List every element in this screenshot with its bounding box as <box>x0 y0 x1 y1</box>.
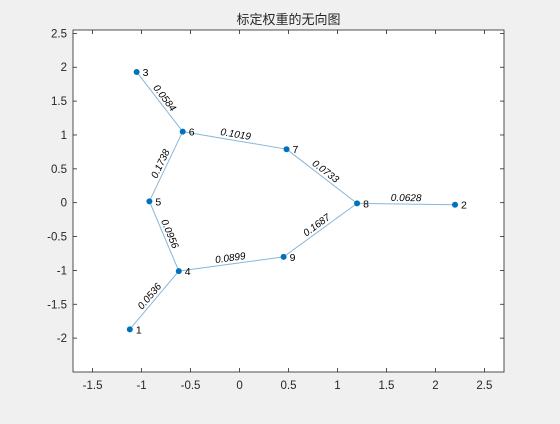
y-tick-label: -1 <box>57 265 67 277</box>
x-tick-label: 0 <box>236 380 242 392</box>
graph-edge <box>283 202 358 258</box>
edge-weight-label: 0.1019 <box>220 127 252 143</box>
y-tick-label: -1.5 <box>47 299 67 311</box>
graph-node <box>280 253 287 260</box>
y-tick-label: 2 <box>61 62 67 74</box>
graph-edge <box>148 201 180 272</box>
graph-node <box>175 268 182 275</box>
graph-edge <box>357 202 456 206</box>
x-tick-label: -1 <box>136 380 146 392</box>
node-label: 8 <box>363 198 369 210</box>
y-axis: 2.5 2 1.5 1 0.5 0 -0.5 -1 -1.5 -2 <box>47 28 504 345</box>
node-label: 9 <box>290 252 296 264</box>
graph-edge <box>148 131 184 202</box>
x-tick-label: 2.5 <box>476 380 492 392</box>
y-tick-label: -2 <box>57 333 67 345</box>
graph-node <box>179 128 186 135</box>
graph-edge <box>136 71 184 132</box>
graph-node <box>452 201 459 208</box>
chart-title: 标定权重的无向图 <box>236 12 340 27</box>
graph-edge <box>286 148 358 204</box>
x-tick-label: 0.5 <box>281 380 297 392</box>
graph-edge <box>129 270 180 330</box>
graph-node <box>283 146 290 153</box>
graph-node <box>354 200 361 207</box>
plot-area <box>72 29 505 373</box>
edge-weight-label: 0.0628 <box>391 193 422 204</box>
y-tick-label: 1 <box>61 130 67 142</box>
graph-edge <box>182 131 287 150</box>
y-tick-label: 0.5 <box>51 164 67 176</box>
node-label: 2 <box>461 200 467 212</box>
x-axis: -1.5 -1 -0.5 0 0.5 1 1.5 2 2.5 <box>83 30 492 392</box>
y-tick-label: 1.5 <box>51 96 67 108</box>
nodes-layer <box>126 68 459 333</box>
node-label: 1 <box>136 324 142 336</box>
graph-node <box>126 326 133 333</box>
edge-weight-label: 0.0899 <box>215 251 247 266</box>
node-label: 5 <box>155 196 161 208</box>
graph-node <box>133 68 140 75</box>
y-tick-label: 2.5 <box>51 28 67 40</box>
x-tick-label: 2 <box>432 380 438 392</box>
node-label: 7 <box>293 144 299 156</box>
node-label: 3 <box>143 67 149 79</box>
node-labels-layer: 1 2 3 4 5 6 7 8 9 <box>136 67 467 336</box>
x-tick-label: 1.5 <box>378 380 394 392</box>
edges-layer <box>129 71 456 330</box>
x-tick-label: 1 <box>334 380 340 392</box>
y-tick-label: 0 <box>61 198 67 210</box>
graph-node <box>146 198 153 205</box>
node-label: 6 <box>189 127 195 139</box>
x-tick-label: -1.5 <box>83 380 103 392</box>
y-tick-label: -0.5 <box>47 232 67 244</box>
graph-edge <box>178 256 284 272</box>
x-tick-label: -0.5 <box>181 380 201 392</box>
node-label: 4 <box>185 266 191 278</box>
